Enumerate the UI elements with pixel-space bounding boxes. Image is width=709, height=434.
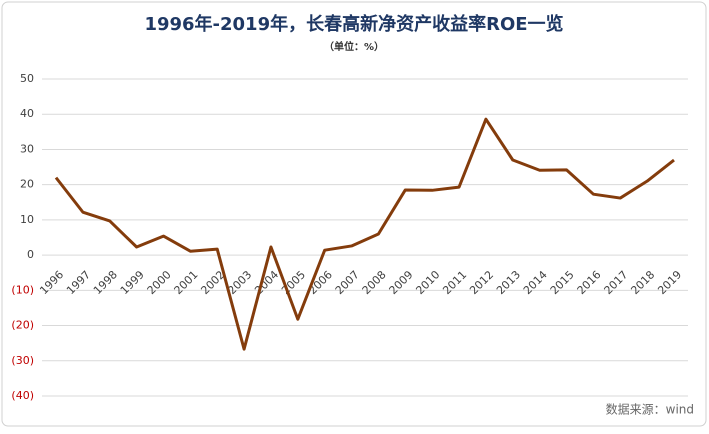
y-tick-label: (30) — [11, 354, 34, 367]
line-series — [54, 117, 675, 351]
source-note: 数据来源：wind — [606, 402, 694, 417]
y-tick-label: 50 — [20, 72, 34, 85]
chart-subtitle: （单位：%） — [324, 40, 384, 53]
y-tick-label: 20 — [20, 178, 34, 191]
y-tick-label: 10 — [20, 213, 34, 226]
chart-border — [1, 1, 707, 427]
y-tick-label: (40) — [11, 389, 34, 402]
y-tick-label: (10) — [11, 283, 34, 296]
y-tick-label: 30 — [20, 142, 34, 155]
y-tick-label: 0 — [27, 248, 34, 261]
y-tick-label: (20) — [11, 319, 34, 332]
chart-title: 1996年-2019年，长春高新净资产收益率ROE一览 — [144, 13, 563, 35]
y-tick-label: 40 — [20, 107, 34, 120]
